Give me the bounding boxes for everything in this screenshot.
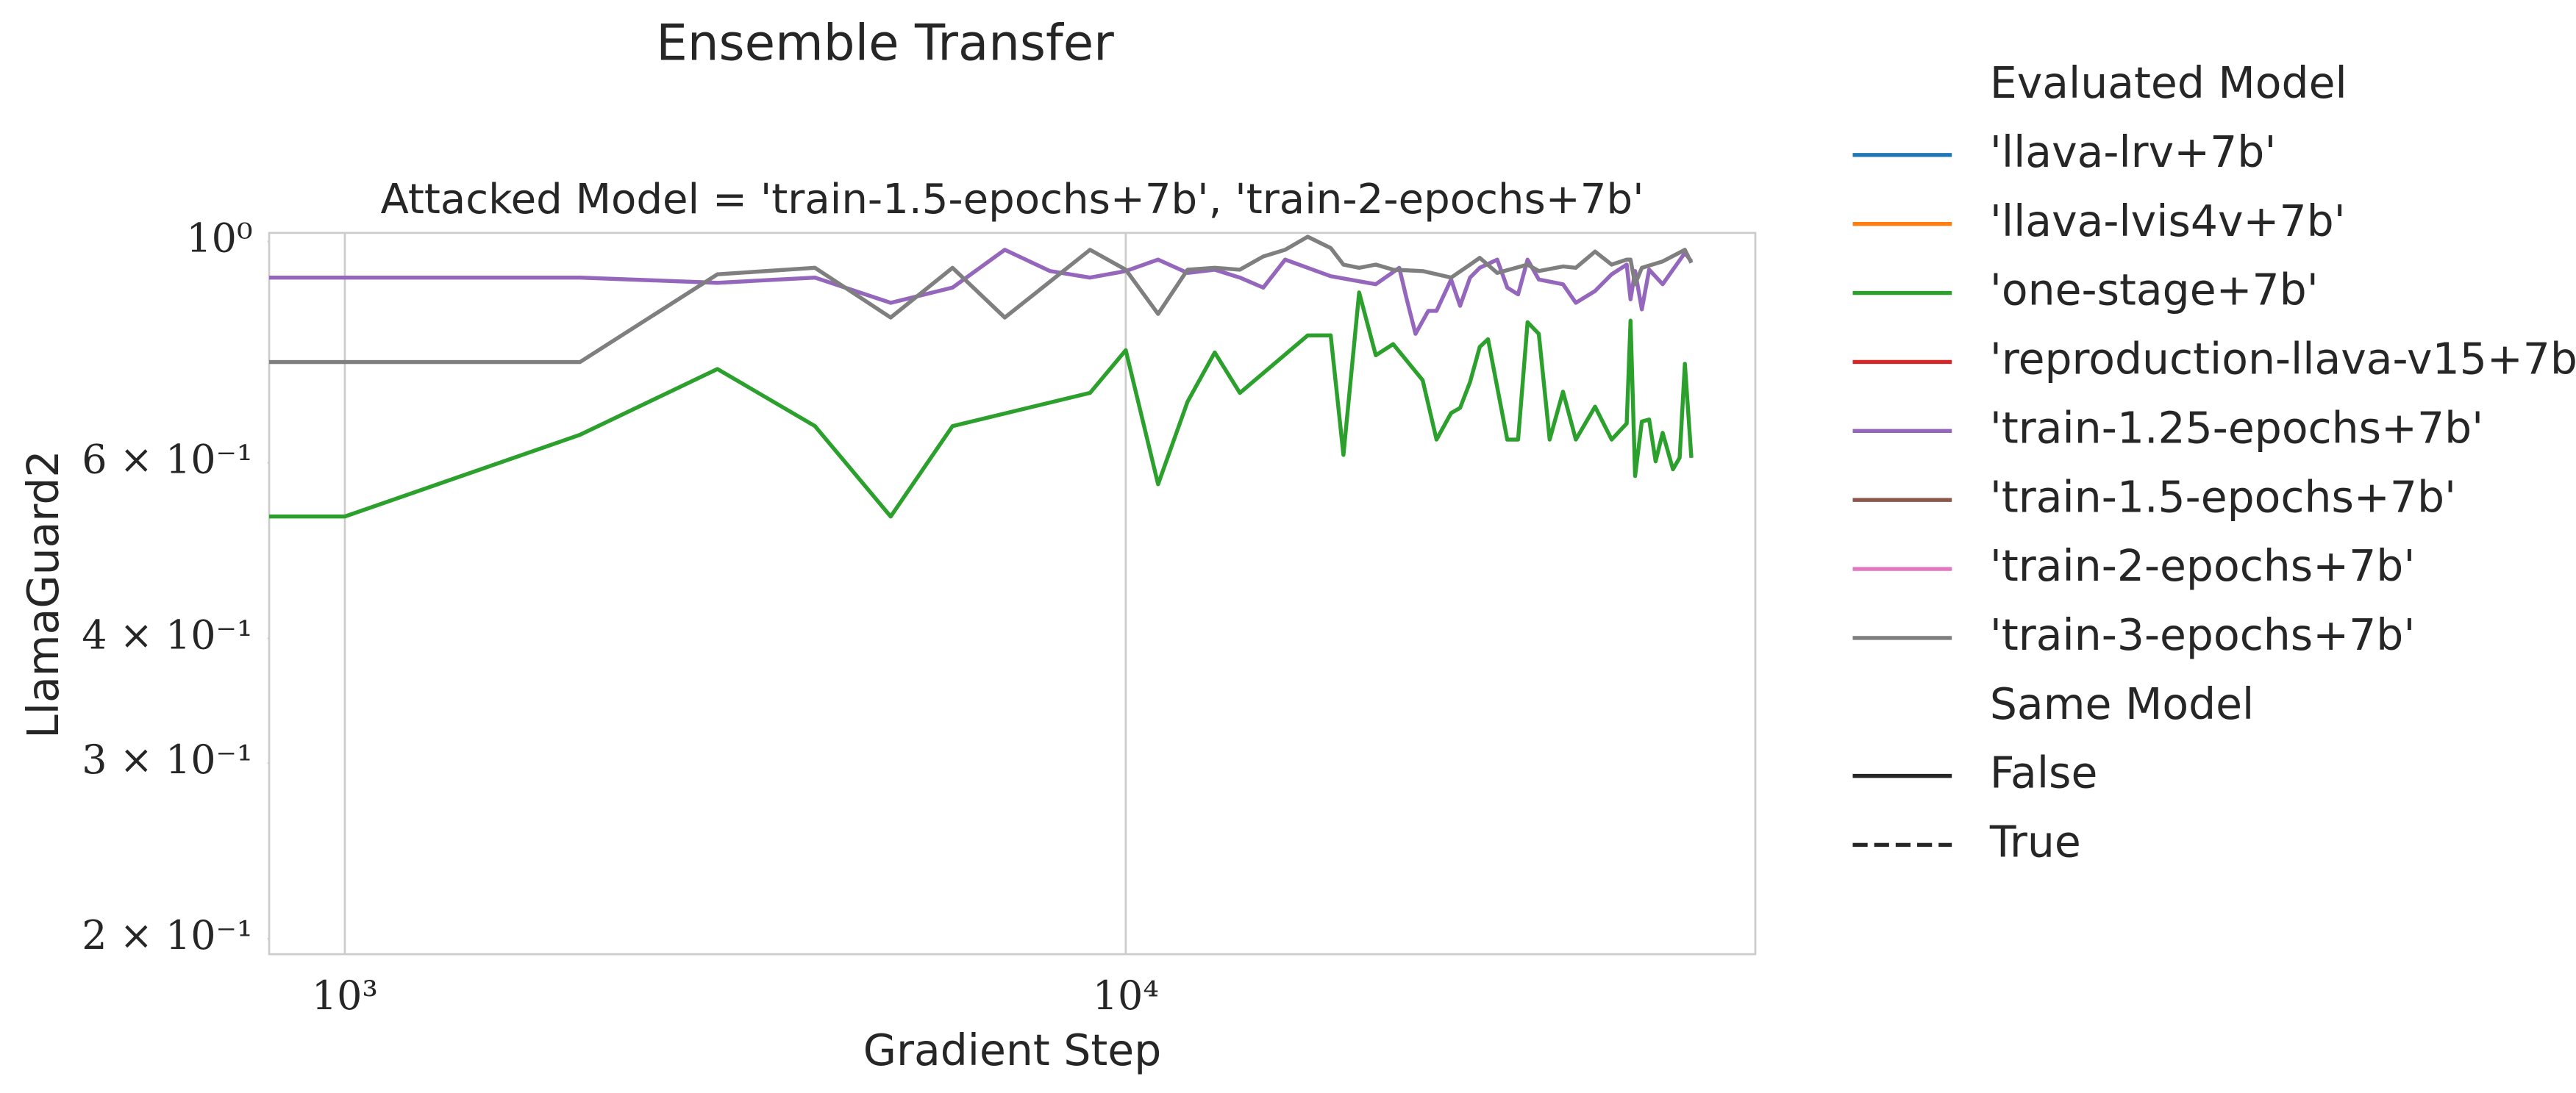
legend-label: 'reproduction-llava-v15+7b' [1990,334,2576,384]
legend-label: 'one-stage+7b' [1990,265,2319,315]
chart-subtitle: Attacked Model = 'train-1.5-epochs+7b', … [380,176,1644,223]
y-tick-label: 2 × 10⁻¹ [82,912,252,958]
series-line [269,248,1694,336]
y-tick-label: 3 × 10⁻¹ [82,737,252,783]
y-tick-label: 6 × 10⁻¹ [82,437,252,483]
x-axis-label: Gradient Step [863,1025,1162,1075]
legend-label: 'train-2-epochs+7b' [1990,541,2416,591]
legend-label: 'llava-lvis4v+7b' [1990,196,2346,246]
legend-label: False [1990,748,2098,798]
series-line [269,234,1694,365]
y-tick-label: 4 × 10⁻¹ [82,612,252,659]
series-line [269,290,1694,519]
legend-label: 'train-3-epochs+7b' [1990,610,2416,660]
legend-label: 'train-1.25-epochs+7b' [1990,403,2483,453]
x-tick-label: 10³ [312,972,378,1019]
legend-label: True [1989,817,2081,867]
legend-label: 'train-1.5-epochs+7b' [1990,472,2456,522]
y-axis-label: LlamaGuard2 [18,450,68,738]
legend-label: 'llava-lrv+7b' [1990,127,2277,177]
y-tick-label: 10⁰ [186,215,252,262]
x-tick-label: 10⁴ [1093,972,1159,1019]
plot-frame [268,232,1757,956]
chart-title: Ensemble Transfer [656,14,1114,72]
legend-title: Evaluated Model [1990,58,2347,108]
legend-title: Same Model [1990,679,2254,729]
